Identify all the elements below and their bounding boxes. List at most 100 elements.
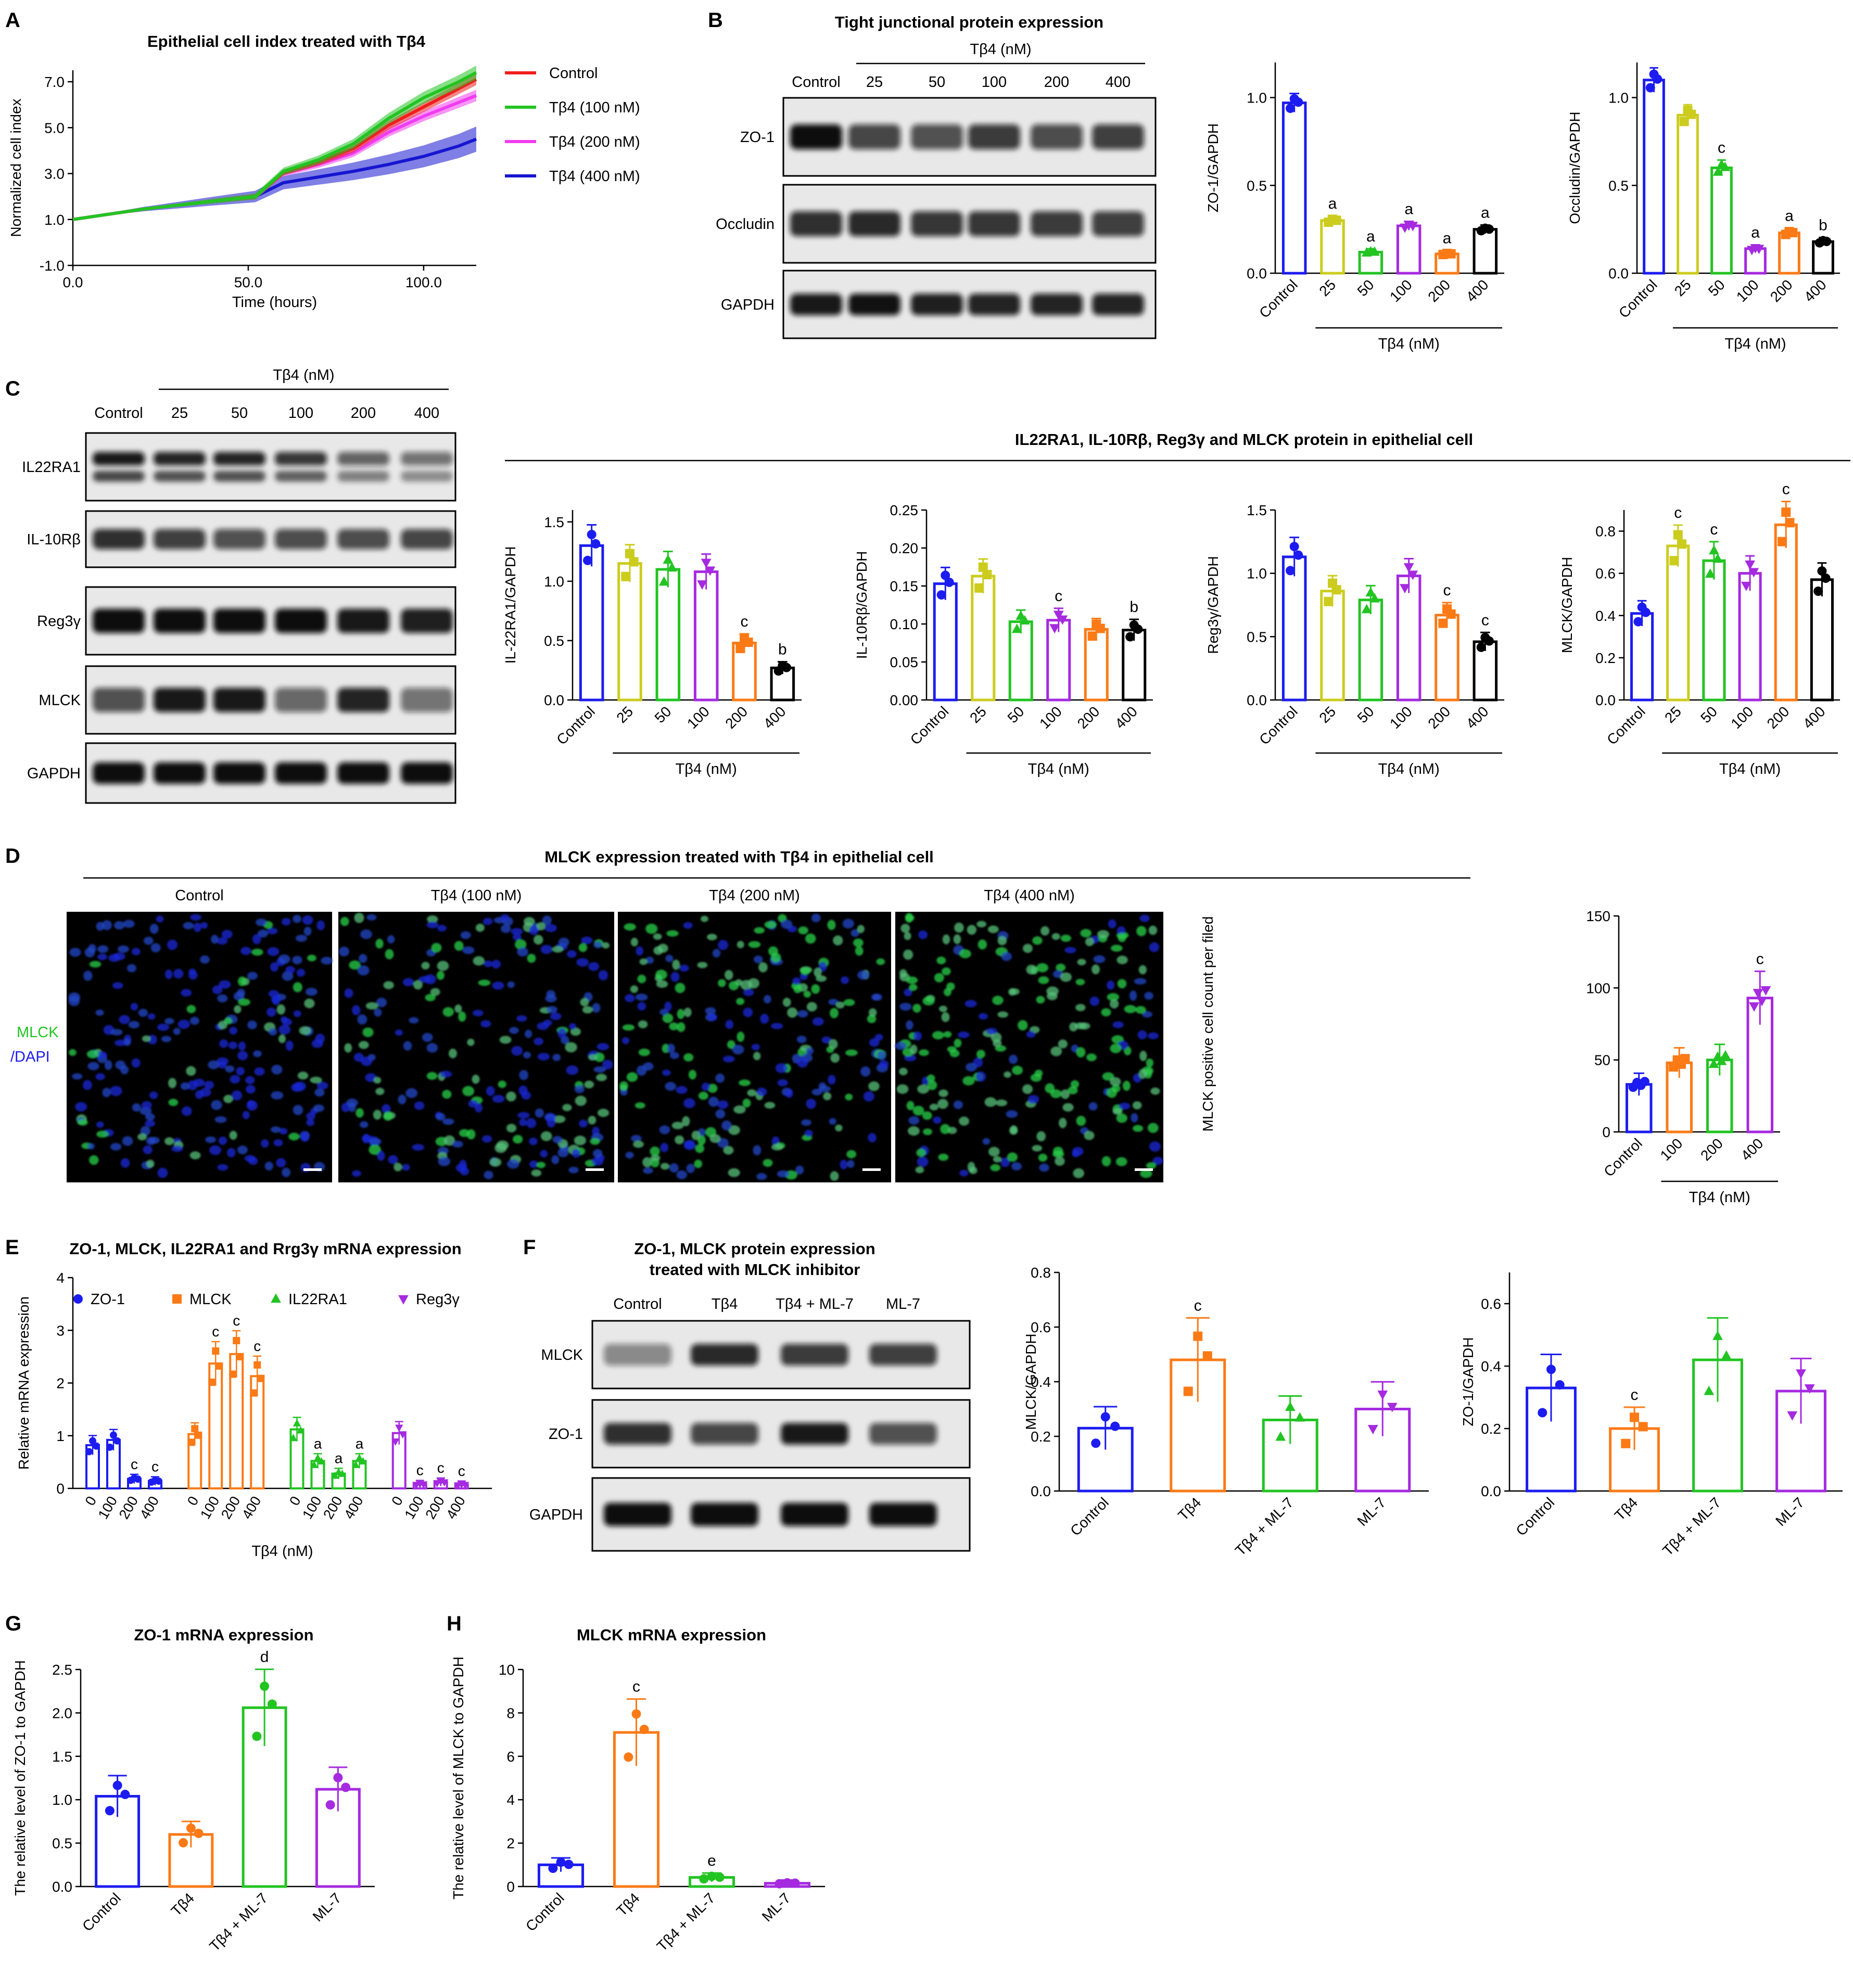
band <box>154 762 206 784</box>
category-label: 100 <box>1657 1135 1686 1164</box>
blot-bands <box>790 294 1144 315</box>
y-tick-label: 2.5 <box>52 1662 72 1678</box>
cell <box>582 1006 593 1014</box>
category-label: Tβ4 + ML-7 <box>654 1890 718 1954</box>
band <box>1092 294 1144 315</box>
cell <box>534 1037 544 1046</box>
significance-label: a <box>1481 204 1490 221</box>
cell <box>426 921 439 928</box>
category-label: 25 <box>1316 703 1339 726</box>
cell <box>1152 1156 1163 1165</box>
cell <box>771 1023 783 1029</box>
band <box>93 452 145 466</box>
dose-label: 100 <box>197 1494 223 1522</box>
cell <box>120 1158 130 1168</box>
cell <box>1023 944 1033 953</box>
cell <box>540 945 553 954</box>
cell <box>829 1118 836 1125</box>
cell <box>753 955 763 964</box>
data-point <box>631 1709 641 1719</box>
data-point <box>591 539 601 549</box>
cell <box>877 1051 886 1061</box>
cell <box>602 942 610 949</box>
cell <box>1110 1077 1121 1087</box>
scale-bar <box>862 1168 881 1171</box>
data-point <box>191 1425 199 1433</box>
x-axis-label: Tβ4 (nM) <box>251 1543 313 1560</box>
data-point <box>1057 615 1068 625</box>
cell <box>1074 1022 1087 1029</box>
cell <box>903 949 913 960</box>
cell <box>580 998 589 1006</box>
cell <box>568 1166 579 1174</box>
blot-label: GAPDH <box>529 1507 583 1523</box>
cell <box>529 1137 538 1145</box>
cell <box>1106 1087 1117 1098</box>
cell <box>574 1085 585 1093</box>
data-point <box>1053 610 1064 620</box>
data-point <box>1796 1369 1806 1379</box>
cell <box>913 1031 922 1041</box>
cell <box>984 1097 997 1107</box>
cell <box>212 985 223 995</box>
cell <box>959 1116 970 1126</box>
data-point <box>1630 1412 1639 1422</box>
cell <box>1141 1011 1153 1018</box>
series-band-3 <box>73 126 476 220</box>
y-tick-label: 0 <box>1602 1124 1610 1140</box>
cell <box>938 1005 948 1012</box>
cell <box>954 1038 962 1048</box>
cell <box>551 1155 560 1165</box>
cell <box>316 920 325 931</box>
legend-label: MLCK <box>189 1291 232 1308</box>
cell <box>529 1160 538 1168</box>
cell <box>147 1013 156 1020</box>
micrograph-image <box>67 912 333 1182</box>
data-point <box>93 1442 100 1450</box>
data-point <box>1289 542 1299 552</box>
cell <box>340 916 349 926</box>
legend-marker <box>172 1294 182 1304</box>
cell <box>245 1076 255 1085</box>
bar-400 <box>1473 228 1498 275</box>
cell <box>293 1104 303 1115</box>
cell <box>682 1116 690 1127</box>
data-point <box>186 1823 196 1833</box>
cell <box>238 1041 246 1051</box>
y-tick-label: 2 <box>56 1375 65 1392</box>
cell <box>281 917 291 926</box>
cell <box>557 1028 566 1039</box>
cell <box>846 1150 857 1158</box>
data-point <box>1294 1412 1305 1422</box>
cell <box>87 1143 95 1150</box>
lane-label: 200 <box>351 405 376 422</box>
category-label: 200 <box>722 703 751 732</box>
dose-label: 0 <box>184 1494 201 1508</box>
cell <box>506 1159 519 1169</box>
data-point <box>548 1863 558 1873</box>
cell <box>843 999 855 1006</box>
cell <box>382 1104 391 1114</box>
cell <box>594 1052 605 1062</box>
cell <box>1056 963 1066 972</box>
band <box>337 452 389 466</box>
cell <box>421 962 430 970</box>
data-point <box>701 558 712 568</box>
data-point <box>1785 518 1795 528</box>
cell <box>975 1071 986 1082</box>
category-label: 25 <box>1671 276 1694 299</box>
data-point <box>250 1389 258 1397</box>
cell <box>805 933 816 944</box>
cell <box>906 1020 913 1030</box>
cell <box>1118 933 1126 942</box>
cell <box>1009 1054 1018 1064</box>
band <box>337 470 389 482</box>
bar-50 <box>1710 167 1733 275</box>
data-point <box>1091 1438 1101 1448</box>
cell <box>721 1120 732 1131</box>
cell <box>1068 1086 1078 1094</box>
lane-label: Control <box>94 405 143 422</box>
category-label: Tβ4 + ML-7 <box>1232 1494 1297 1559</box>
dose-label: 400 <box>443 1494 468 1522</box>
data-point <box>1673 530 1683 540</box>
